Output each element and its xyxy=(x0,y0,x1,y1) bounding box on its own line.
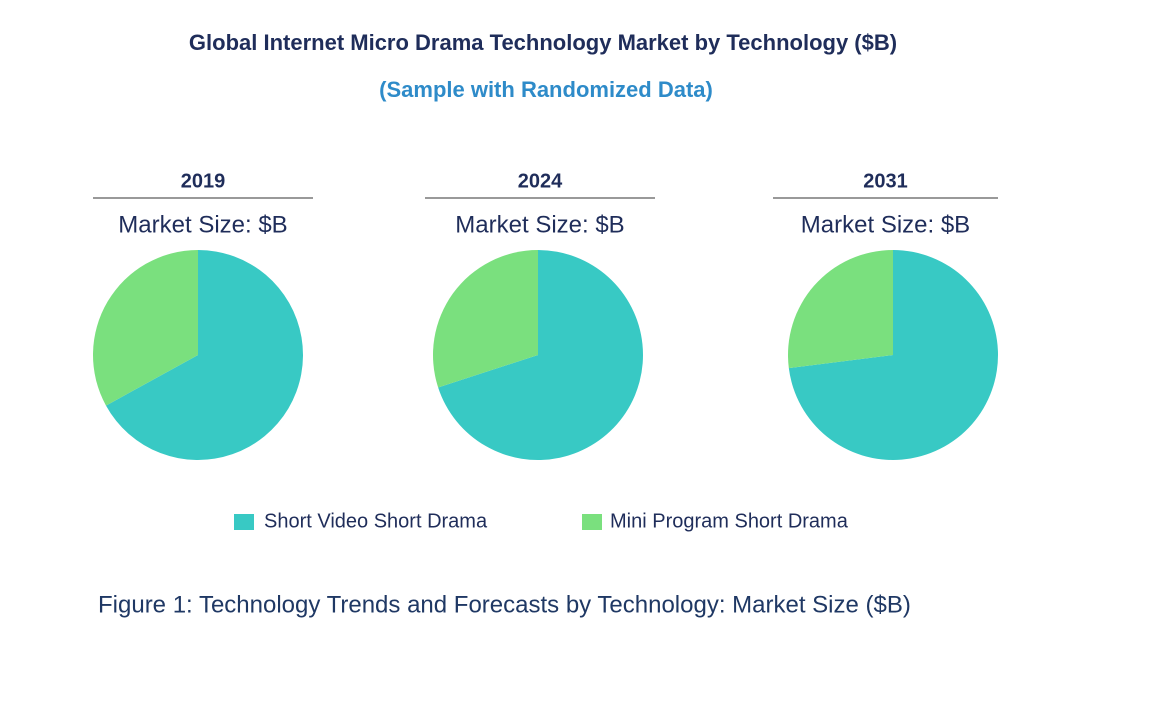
pie-title: 2031 xyxy=(863,170,908,192)
caption: Figure 1: Technology Trends and Forecast… xyxy=(98,591,911,618)
pie-slice xyxy=(788,250,998,460)
pie-slice xyxy=(105,250,304,460)
legend-swatch xyxy=(582,514,602,530)
pie-slice xyxy=(438,250,644,460)
pie-subtitle: Market Size: $B xyxy=(801,211,970,238)
legend-label: Mini Program Short Drama xyxy=(610,510,849,532)
pie-slice xyxy=(433,250,538,388)
pie-title: 2024 xyxy=(518,170,563,192)
pie-subtitle: Market Size: $B xyxy=(118,211,287,238)
pie-subtitle: Market Size: $B xyxy=(455,211,624,238)
pie-slice xyxy=(787,250,893,369)
pie-slice xyxy=(92,250,198,406)
chart-title: Global Internet Micro Drama Technology M… xyxy=(189,30,897,55)
legend-swatch xyxy=(234,514,254,530)
legend-label: Short Video Short Drama xyxy=(264,510,488,532)
chart-subtitle: (Sample with Randomized Data) xyxy=(379,77,713,102)
pie-title: 2019 xyxy=(181,170,226,192)
